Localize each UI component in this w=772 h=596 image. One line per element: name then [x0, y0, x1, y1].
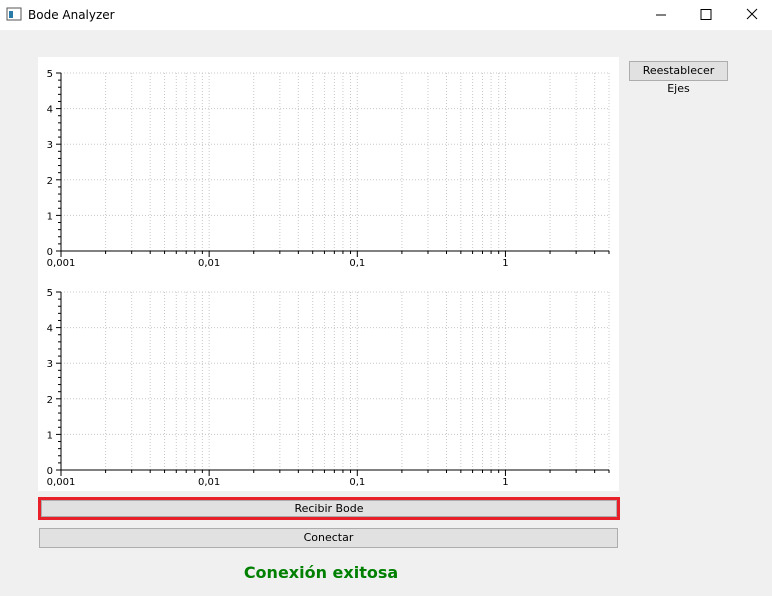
- y-tick-label: 1: [47, 430, 53, 441]
- connect-button[interactable]: Conectar: [39, 528, 618, 548]
- x-tick-label: 1: [502, 477, 508, 488]
- plot-background: [38, 57, 619, 491]
- x-tick-label: 1: [502, 258, 508, 269]
- y-tick-label: 1: [47, 211, 53, 222]
- x-tick-label: 0,1: [349, 258, 365, 269]
- title-bar: Bode Analyzer: [0, 0, 772, 30]
- y-tick-label: 3: [47, 359, 53, 370]
- window-title: Bode Analyzer: [28, 8, 115, 22]
- x-tick-label: 0,001: [47, 477, 76, 488]
- y-tick-label: 3: [47, 140, 53, 151]
- x-tick-label: 0,1: [349, 477, 365, 488]
- y-tick-label: 0: [47, 466, 53, 477]
- highlight-box: [38, 497, 620, 520]
- y-tick-label: 0: [47, 247, 53, 258]
- app-icon-part: [9, 11, 13, 18]
- title-icons: [6, 7, 758, 21]
- x-tick-label: 0,01: [198, 477, 220, 488]
- y-tick-label: 5: [47, 69, 53, 80]
- maximize[interactable]: [700, 9, 712, 20]
- y-tick-label: 4: [47, 324, 53, 335]
- y-tick-label: 4: [47, 105, 53, 116]
- reset-axes-button[interactable]: Reestablecer Ejes: [629, 61, 728, 95]
- close[interactable]: [746, 8, 758, 20]
- status-text: Conexión exitosa: [243, 563, 399, 582]
- x-tick-label: 0,01: [198, 258, 220, 269]
- y-tick-label: 2: [47, 176, 53, 187]
- receive-bode-button[interactable]: Recibir Bode: [41, 500, 617, 517]
- y-tick-label: 2: [47, 395, 53, 406]
- x-tick-label: 0,001: [47, 258, 76, 269]
- y-tick-label: 5: [47, 288, 53, 299]
